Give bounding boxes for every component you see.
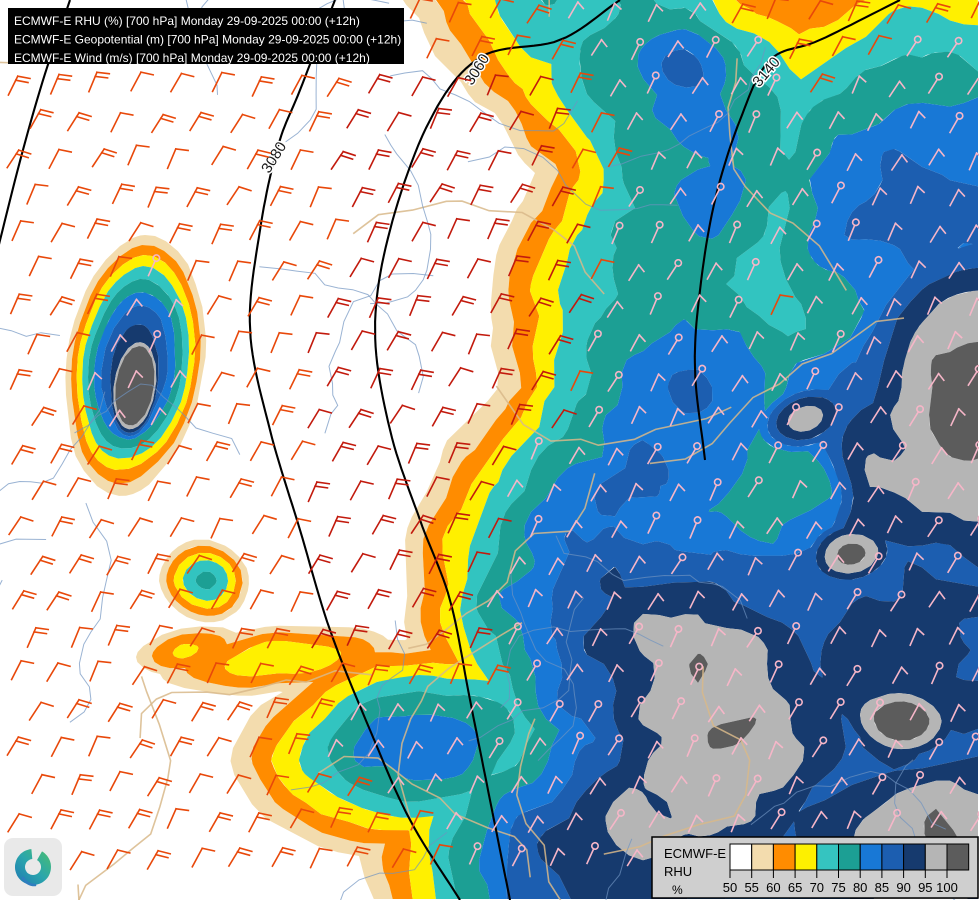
svg-text:ECMWF-E RHU (%) [700 hPa] Mond: ECMWF-E RHU (%) [700 hPa] Monday 29-09-2… [14,14,360,28]
svg-text:55: 55 [744,880,758,895]
svg-text:75: 75 [831,880,845,895]
svg-text:RHU: RHU [664,864,692,879]
svg-text:%: % [672,883,683,897]
svg-text:95: 95 [918,880,932,895]
svg-text:60: 60 [766,880,780,895]
svg-text:100: 100 [936,880,958,895]
svg-text:50: 50 [723,880,737,895]
svg-text:90: 90 [896,880,910,895]
svg-text:85: 85 [875,880,889,895]
svg-text:ECMWF-E Geopotential (m) [700: ECMWF-E Geopotential (m) [700 hPa] Monda… [14,33,401,47]
svg-text:ECMWF-E Wind (m/s) [700 hPa] M: ECMWF-E Wind (m/s) [700 hPa] Monday 29-0… [14,51,370,65]
svg-text:65: 65 [788,880,802,895]
svg-text:70: 70 [810,880,824,895]
svg-text:80: 80 [853,880,867,895]
svg-text:ECMWF-E: ECMWF-E [664,846,726,861]
